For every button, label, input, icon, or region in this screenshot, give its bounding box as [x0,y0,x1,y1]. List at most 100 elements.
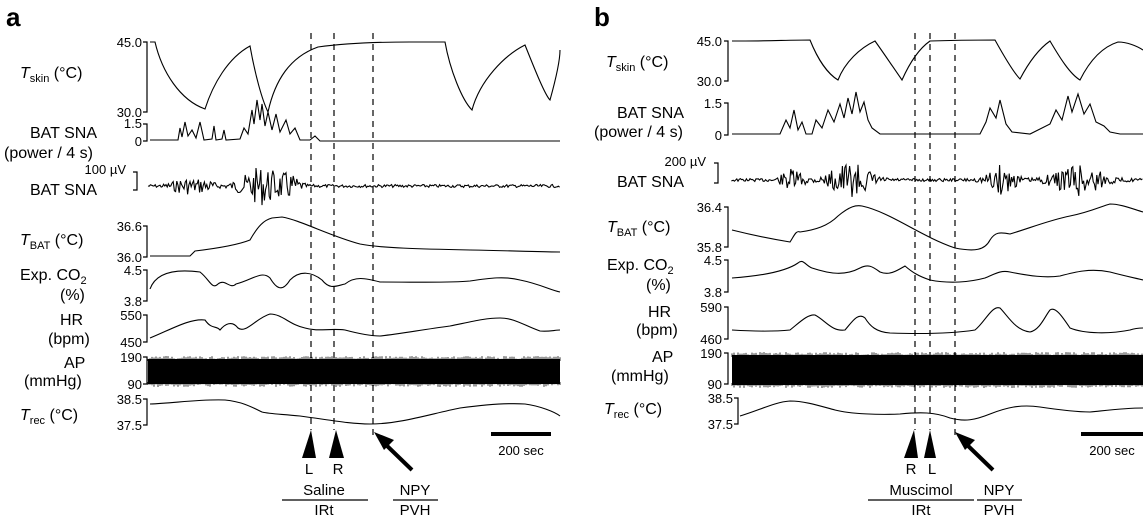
npy-arrow-head [374,432,394,450]
drug-site-label: PVH [984,502,1015,519]
arrowhead-label-2: L [928,461,936,478]
row-label-ap: AP [652,349,673,366]
trace-co2 [149,270,561,293]
tick-hr-min: 460 [700,332,722,347]
row-label-ap-unit: (mmHg) [611,368,669,385]
row-label-batsna-power-unit: (power / 4 s) [594,124,683,141]
scale-batsna: 100 µV [85,162,127,177]
row-label-trec: Trec (°C) [20,407,78,427]
tick-tbat-max: 36.4 [697,200,722,215]
tick-tskin-min: 30.0 [117,105,142,120]
row-label-ap-unit: (mmHg) [24,373,82,390]
tick-trec-min: 37.5 [708,417,733,432]
row-label-ap: AP [64,355,85,372]
scale-batsna: 200 µV [665,154,707,169]
tick-batsna-min: 0 [135,134,142,149]
trace-batsna-raw [731,163,1143,197]
treatment-label: Saline [303,482,345,499]
arrowhead-label-1: L [305,461,313,478]
scale-bar [1081,432,1143,436]
row-label-hr-unit: (bpm) [636,322,678,339]
tick-co2-max: 4.5 [124,263,142,278]
trace-tbat [731,203,1143,251]
row-label-hr-unit: (bpm) [48,331,90,348]
event-lines [914,33,956,440]
tick-trec-min: 37.5 [117,418,142,433]
row-label-tskin: Tskin (°C) [606,54,668,74]
treatment-label: Muscimol [889,482,952,499]
row-label-batsna: BAT SNA [617,174,684,191]
tick-ap-max: 190 [120,350,142,365]
row-label-co2: Exp. CO2 [607,257,674,277]
tick-ap-min: 90 [708,377,722,392]
tick-tskin-max: 45.0 [697,34,722,49]
tick-trec-max: 38.5 [117,392,142,407]
tick-hr-max: 590 [700,300,722,315]
trace-ap [732,355,1143,385]
arrowhead-left [302,430,316,458]
npy-arrow-head [955,432,975,450]
tick-hr-max: 550 [120,308,142,323]
row-label-tskin: Tskin (°C) [20,65,82,85]
axis-brackets [133,41,148,426]
trace-tbat [150,216,561,257]
tick-batsna-max: 1.5 [704,96,722,111]
panel-b: b Tskin (°C) BAT SNA (power / 4 s) BAT S… [594,2,1143,519]
panel-letter: b [594,2,610,32]
site-label: IRt [314,502,334,519]
arrowhead-label-1: R [906,461,917,478]
tick-tbat-min: 36.0 [117,250,142,265]
tick-ap-max: 190 [700,346,722,361]
row-label-trec: Trec (°C) [604,401,662,421]
trace-trec [149,399,561,425]
trace-hr [731,307,1143,335]
tick-tskin-min: 30.0 [697,74,722,89]
trace-trec [739,400,1143,421]
scale-bar-label: 200 sec [1089,443,1135,458]
row-label-batsna-power-unit: (power / 4 s) [4,145,93,162]
tick-co2-max: 4.5 [704,253,722,268]
tick-tbat-min: 35.8 [697,240,722,255]
arrowhead-label-2: R [333,461,344,478]
tick-tbat-max: 36.6 [117,219,142,234]
trace-tskin [150,41,561,114]
trace-ap [148,359,560,384]
row-label-batsna-power: BAT SNA [617,105,684,122]
arrowhead-right [924,430,936,458]
panel-letter: a [6,2,21,32]
row-label-hr: HR [60,312,83,329]
row-label-co2-unit: (%) [646,277,671,294]
tick-batsna-max: 1.5 [124,116,142,131]
row-label-hr: HR [648,304,671,321]
row-label-co2-unit: (%) [60,287,85,304]
trace-batsna-raw [147,167,560,206]
arrowhead-left [904,430,918,458]
row-label-tbat: TBAT (°C) [607,219,670,239]
tick-co2-min: 3.8 [704,285,722,300]
trace-tskin [732,39,1143,82]
scale-bar-label: 200 sec [498,443,544,458]
axis-brackets [714,40,739,425]
trace-ap-edge [147,356,561,387]
arrowhead-right [329,430,344,458]
row-label-batsna-power: BAT SNA [30,125,97,142]
trace-hr [149,313,561,339]
row-label-co2: Exp. CO2 [20,267,87,287]
event-lines [310,33,374,440]
row-label-tbat: TBAT (°C) [20,232,83,252]
drug-site-label: PVH [400,502,431,519]
tick-batsna-min: 0 [715,128,722,143]
drug-label: NPY [400,482,431,499]
trace-ap-edge [731,352,1143,388]
tick-trec-max: 38.5 [708,391,733,406]
row-label-batsna: BAT SNA [30,182,97,199]
tick-ap-min: 90 [128,377,142,392]
site-label: IRt [911,502,931,519]
tick-co2-min: 3.8 [124,294,142,309]
trace-batsna-power [150,99,560,142]
panel-a: a Tskin (°C) BAT SNA (power / 4 s) BAT S… [4,2,561,519]
tick-tskin-max: 45.0 [117,35,142,50]
scale-bar [491,432,551,436]
